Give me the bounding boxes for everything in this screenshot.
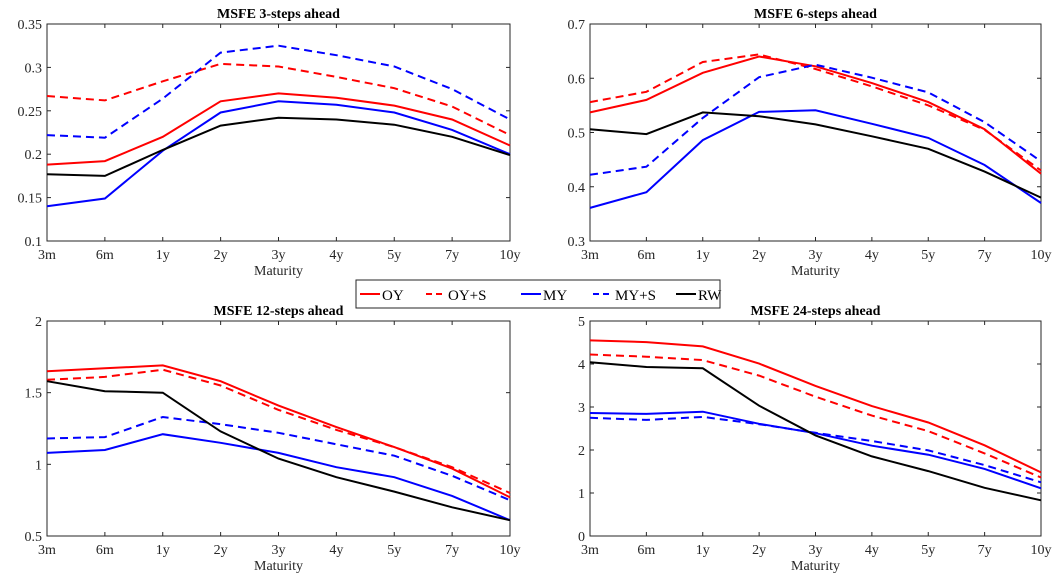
series-line-my-plus-s: [589, 415, 1042, 484]
plot-frame: [589, 23, 1042, 242]
legend-label: OY+S: [448, 288, 486, 304]
y-tick-label: 0.35: [18, 18, 43, 33]
series-line-oy-plus-s: [46, 62, 511, 136]
series-line-my-plus-s: [46, 415, 511, 502]
y-tick-label: 0.15: [18, 192, 43, 207]
x-tick-label: 7y: [445, 248, 459, 263]
y-tick-label: 2: [35, 315, 42, 330]
x-tick-label: 1y: [156, 248, 170, 263]
x-tick-label: 4y: [329, 248, 343, 263]
legend-label: MY+S: [615, 288, 656, 304]
y-tick-label: 0.25: [18, 105, 43, 120]
y-tick-label: 0.4: [568, 181, 586, 196]
y-tick-label: 0.1: [25, 235, 43, 250]
series-line-my-plus-s: [589, 63, 1042, 176]
series-line-rw: [46, 380, 511, 522]
chart-panel-2: MSFE 6-steps ahead 3m 6m 1y 2y 3y 4y 5y 7y 10y 0.3…: [568, 7, 1052, 279]
x-tick-label: 10y: [500, 248, 521, 263]
x-tick-label: 2y: [752, 248, 766, 263]
chart-title: MSFE 6-steps ahead: [754, 7, 877, 22]
chart-title: MSFE 3-steps ahead: [217, 7, 340, 22]
x-tick-label: 3m: [38, 543, 56, 558]
series-line-oy-plus-s: [589, 53, 1042, 172]
x-axis-label: Maturity: [791, 264, 840, 279]
x-tick-label: 6m: [96, 248, 114, 263]
plot-frame: [46, 23, 511, 242]
x-tick-label: 10y: [1031, 248, 1052, 263]
chart-title: MSFE 24-steps ahead: [751, 304, 881, 319]
y-tick-label: 0.6: [568, 72, 586, 87]
x-tick-label: 4y: [865, 248, 879, 263]
series-line-my-plus-s: [46, 44, 511, 139]
x-tick-label: 6m: [637, 543, 655, 558]
y-tick-label: 1.5: [25, 387, 43, 402]
x-tick-label: 6m: [96, 543, 114, 558]
x-tick-label: 7y: [978, 543, 992, 558]
series-line-oy: [589, 55, 1042, 175]
y-tick-label: 1: [578, 487, 585, 502]
x-axis-label: Maturity: [791, 559, 840, 574]
x-tick-label: 5y: [921, 248, 935, 263]
x-tick-label: 4y: [865, 543, 879, 558]
series-line-rw: [46, 116, 511, 177]
legend: OY OY+S MY MY+S RW: [355, 279, 722, 309]
series-line-oy: [46, 92, 511, 166]
x-tick-label: 5y: [921, 543, 935, 558]
x-tick-label: 4y: [329, 543, 343, 558]
legend-label: MY: [543, 288, 567, 304]
x-tick-label: 3y: [272, 543, 286, 558]
x-tick-label: 5y: [387, 248, 401, 263]
x-tick-label: 2y: [752, 543, 766, 558]
series-line-oy: [46, 364, 511, 499]
x-axis-label: Maturity: [254, 559, 303, 574]
plot-frame: [46, 320, 511, 537]
chart-panel-4: MSFE 24-steps ahead 3m 6m 1y 2y 3y 4y 5y 7y 10y 0 1…: [578, 304, 1052, 574]
legend-label: RW: [698, 288, 722, 304]
series-line-rw: [589, 361, 1042, 502]
x-tick-label: 3y: [809, 248, 823, 263]
y-tick-label: 0.5: [568, 127, 586, 142]
chart-panel-1: MSFE 3-steps ahead 3m 6m 1y 2y 3y 4y 5y 7y 10y 0.1…: [18, 7, 521, 279]
x-tick-label: 6m: [637, 248, 655, 263]
series-line-my: [46, 100, 511, 208]
y-tick-label: 2: [578, 444, 585, 459]
x-tick-label: 2y: [214, 248, 228, 263]
x-tick-label: 3m: [581, 248, 599, 263]
y-tick-label: 0.3: [568, 235, 586, 250]
y-tick-label: 0.2: [25, 148, 43, 163]
series-line-oy: [589, 339, 1042, 474]
series-line-oy-plus-s: [46, 368, 511, 494]
series-line-my: [589, 109, 1042, 209]
plot-frame: [589, 320, 1042, 537]
series-line-rw: [589, 111, 1042, 199]
x-tick-label: 10y: [500, 543, 521, 558]
x-tick-label: 3y: [809, 543, 823, 558]
x-tick-label: 3y: [272, 248, 286, 263]
chart-title: MSFE 12-steps ahead: [214, 304, 344, 319]
series-line-my: [46, 433, 511, 522]
y-tick-label: 0.7: [568, 18, 586, 33]
x-tick-label: 1y: [696, 543, 710, 558]
y-tick-label: 5: [578, 315, 585, 330]
x-tick-label: 3m: [38, 248, 56, 263]
y-tick-label: 1: [35, 458, 42, 473]
x-tick-label: 2y: [214, 543, 228, 558]
x-tick-label: 10y: [1031, 543, 1052, 558]
x-tick-label: 3m: [581, 543, 599, 558]
x-tick-label: 7y: [445, 543, 459, 558]
y-tick-label: 4: [578, 358, 585, 373]
x-tick-label: 5y: [387, 543, 401, 558]
x-tick-label: 1y: [696, 248, 710, 263]
y-tick-label: 0.5: [25, 530, 43, 545]
y-tick-label: 0: [578, 530, 585, 545]
y-tick-label: 3: [578, 401, 585, 416]
x-tick-label: 7y: [978, 248, 992, 263]
x-axis-label: Maturity: [254, 264, 303, 279]
x-tick-label: 1y: [156, 543, 170, 558]
legend-label: OY: [382, 288, 404, 304]
chart-panel-3: MSFE 12-steps ahead 3m 6m 1y 2y 3y 4y 5y 7y 10y 0.…: [25, 304, 521, 574]
y-tick-label: 0.3: [25, 61, 43, 76]
